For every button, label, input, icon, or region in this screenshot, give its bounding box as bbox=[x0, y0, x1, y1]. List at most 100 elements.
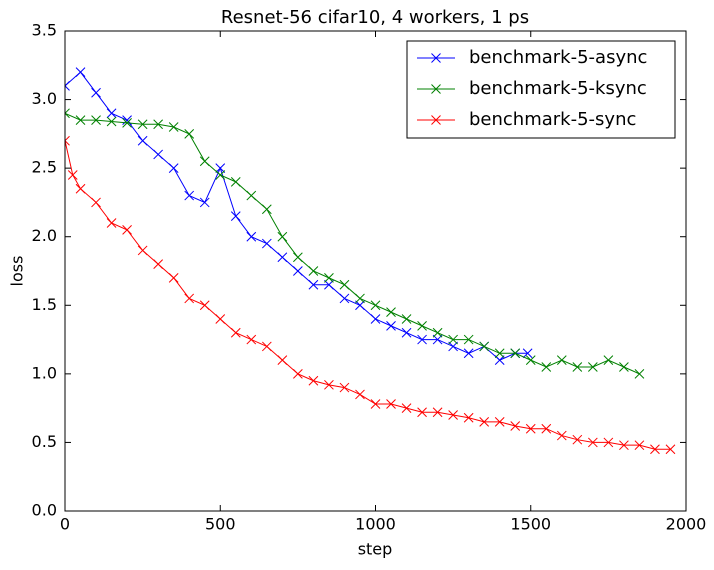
marker bbox=[106, 116, 117, 127]
marker bbox=[199, 300, 210, 311]
marker bbox=[339, 382, 350, 393]
marker bbox=[572, 362, 583, 372]
marker bbox=[75, 115, 86, 125]
y-tick-label: 2.5 bbox=[32, 158, 57, 177]
marker bbox=[246, 334, 257, 345]
y-tick-label: 3.5 bbox=[32, 21, 57, 40]
marker bbox=[587, 362, 598, 372]
marker bbox=[401, 403, 412, 413]
marker bbox=[91, 197, 101, 208]
marker bbox=[525, 423, 536, 434]
marker bbox=[417, 321, 427, 331]
marker bbox=[463, 348, 474, 359]
marker bbox=[650, 444, 660, 455]
y-tick-label: 1.5 bbox=[32, 295, 57, 314]
marker bbox=[525, 355, 536, 365]
series-line bbox=[65, 112, 640, 375]
marker bbox=[67, 170, 78, 180]
marker bbox=[370, 300, 381, 311]
marker bbox=[293, 266, 303, 276]
y-tick-label: 3.0 bbox=[32, 89, 57, 108]
marker bbox=[417, 407, 427, 418]
marker bbox=[277, 231, 288, 242]
marker bbox=[199, 156, 210, 167]
marker bbox=[339, 293, 350, 304]
marker bbox=[541, 423, 552, 434]
marker bbox=[448, 334, 458, 345]
marker bbox=[448, 341, 458, 352]
marker bbox=[386, 321, 396, 331]
x-axis-label: step bbox=[358, 540, 393, 559]
x-tick-label: 2000 bbox=[666, 515, 707, 534]
marker bbox=[494, 417, 505, 427]
marker bbox=[106, 218, 117, 228]
marker bbox=[431, 115, 441, 125]
marker bbox=[261, 238, 272, 249]
marker bbox=[417, 334, 427, 345]
marker bbox=[184, 190, 195, 201]
marker bbox=[137, 245, 148, 256]
marker bbox=[137, 135, 148, 146]
y-axis-label: loss bbox=[8, 256, 27, 287]
marker bbox=[65, 81, 70, 91]
marker bbox=[339, 279, 350, 290]
marker bbox=[572, 434, 583, 445]
marker bbox=[215, 170, 226, 180]
marker bbox=[293, 369, 303, 379]
marker bbox=[603, 437, 614, 448]
marker bbox=[463, 334, 474, 345]
marker bbox=[199, 197, 210, 208]
marker bbox=[215, 314, 226, 324]
marker bbox=[215, 163, 226, 173]
marker bbox=[619, 362, 629, 372]
marker bbox=[324, 379, 334, 390]
x-tick-label: 1500 bbox=[510, 515, 551, 534]
marker bbox=[510, 421, 521, 431]
y-tick-label: 1.0 bbox=[32, 363, 57, 382]
marker bbox=[556, 430, 567, 441]
marker bbox=[355, 389, 365, 400]
marker bbox=[137, 119, 148, 130]
marker bbox=[386, 399, 396, 409]
marker bbox=[65, 135, 70, 146]
legend-label: benchmark-5-async bbox=[469, 47, 647, 68]
marker bbox=[308, 279, 319, 290]
marker bbox=[184, 129, 195, 139]
marker bbox=[401, 314, 412, 324]
y-tick-label: 0.5 bbox=[32, 432, 57, 451]
marker bbox=[432, 334, 443, 345]
marker bbox=[75, 67, 86, 77]
x-tick-label: 0 bbox=[60, 515, 70, 534]
marker bbox=[494, 355, 505, 365]
marker bbox=[308, 375, 319, 386]
marker bbox=[324, 279, 334, 290]
marker bbox=[619, 440, 629, 451]
marker bbox=[75, 183, 86, 194]
marker bbox=[277, 355, 288, 365]
marker bbox=[277, 252, 288, 263]
marker bbox=[230, 211, 241, 221]
marker bbox=[479, 341, 490, 352]
marker bbox=[494, 348, 505, 359]
marker bbox=[91, 87, 101, 98]
marker bbox=[510, 348, 521, 359]
series bbox=[65, 108, 645, 379]
marker bbox=[587, 437, 598, 448]
marker bbox=[65, 108, 70, 119]
marker bbox=[432, 407, 443, 418]
plot-frame bbox=[64, 30, 687, 512]
legend-label: benchmark-5-ksync bbox=[469, 78, 647, 99]
marker bbox=[153, 259, 164, 269]
marker bbox=[168, 163, 179, 173]
series bbox=[65, 67, 533, 365]
marker bbox=[665, 444, 676, 455]
marker bbox=[230, 327, 241, 338]
marker bbox=[448, 410, 458, 420]
marker bbox=[355, 293, 365, 304]
marker bbox=[324, 273, 334, 283]
marker bbox=[106, 108, 117, 119]
marker bbox=[355, 300, 365, 311]
marker bbox=[432, 327, 443, 338]
series-group bbox=[65, 67, 676, 455]
